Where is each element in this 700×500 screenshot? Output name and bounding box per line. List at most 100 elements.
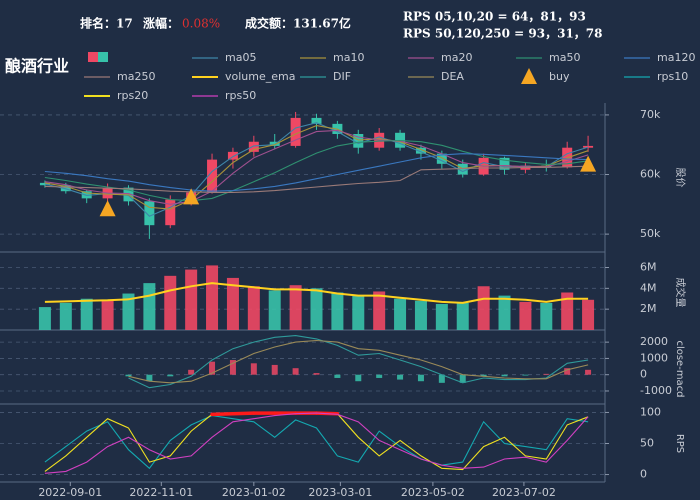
candle-body: [583, 145, 594, 148]
volume-bar: [143, 283, 156, 330]
macd-bar: [585, 369, 592, 375]
candle-body: [165, 199, 176, 226]
y-tick-label: -1000: [640, 384, 672, 397]
series-line: [44, 282, 589, 304]
series-line: [44, 412, 589, 474]
turnover: 成交额：131.67亿: [245, 16, 351, 31]
candle-body: [290, 117, 301, 146]
y-tick-label: 100: [640, 405, 661, 418]
volume-bar: [164, 275, 177, 330]
macd-bar: [417, 374, 424, 382]
y-tick-label: 2000: [640, 335, 668, 348]
x-tick-label: 2023-07-02: [492, 486, 556, 499]
legend-label: ma50: [549, 51, 580, 64]
buy-marker: [99, 200, 116, 217]
legend-marker: [521, 68, 537, 84]
series-line: [44, 129, 589, 205]
rps-short: RPS 05,10,20 = 64，81，93: [403, 10, 586, 24]
macd-bar: [167, 374, 174, 377]
series-line: [44, 153, 589, 192]
volume-bar: [185, 269, 198, 330]
legend-candle-up: [88, 52, 98, 62]
legend-label: DEA: [441, 70, 464, 83]
volume-bar: [373, 291, 386, 330]
volume-bar: [394, 298, 407, 330]
volume-bar: [519, 301, 532, 330]
legend-label: ma05: [225, 51, 256, 64]
legend-label: ma20: [441, 51, 472, 64]
y-tick-label: 0: [640, 468, 647, 481]
y-tick-label: 60k: [640, 168, 661, 181]
volume-bar: [498, 295, 511, 330]
candle-body: [207, 159, 218, 193]
legend-label: ma120: [657, 51, 695, 64]
series-line: [44, 165, 589, 193]
macd-bar: [188, 369, 195, 375]
macd-bar: [459, 374, 466, 383]
volume-bar: [582, 299, 595, 330]
x-tick-label: 2022-09-01: [38, 486, 102, 499]
legend-label: rps20: [117, 89, 148, 102]
macd-bar: [438, 374, 445, 383]
x-tick-label: 2023-05-02: [401, 486, 465, 499]
candle-body: [269, 141, 280, 146]
x-tick-label: 2022-11-01: [129, 486, 193, 499]
y-tick-label: 2M: [640, 302, 657, 315]
volume-bar: [247, 286, 260, 330]
volume-bar: [59, 302, 72, 330]
macd-bar: [209, 361, 216, 375]
y-tick-label: 6M: [640, 261, 657, 274]
y-axis-label: RPS: [674, 434, 685, 453]
y-tick-label: 4M: [640, 281, 657, 294]
volume-bar: [80, 298, 93, 330]
macd-bar: [501, 374, 508, 377]
volume-bar: [310, 288, 323, 330]
macd-bar: [271, 364, 278, 375]
series-line: [44, 415, 589, 470]
x-tick-label: 2023-03-01: [308, 486, 372, 499]
buy-marker: [183, 188, 200, 205]
volume-bar: [414, 300, 427, 330]
candle-body: [457, 163, 468, 175]
legend-label: volume_ema: [225, 70, 295, 83]
chart-title: 酿酒行业: [5, 57, 69, 76]
candle-body: [311, 117, 322, 124]
y-tick-label: 0: [640, 368, 647, 381]
series-line: [44, 139, 589, 202]
legend-label: DIF: [333, 70, 351, 83]
volume-bar: [101, 300, 114, 330]
series-line: [128, 335, 589, 389]
legend-label: ma10: [333, 51, 364, 64]
macd-bar: [125, 374, 132, 377]
candle-body: [81, 191, 92, 199]
macd-bar: [522, 374, 529, 376]
macd-bar: [543, 373, 550, 375]
macd-bar: [292, 368, 299, 375]
series-line: [128, 339, 589, 384]
macd-bar: [334, 374, 341, 378]
volume-bar: [268, 290, 281, 330]
legend-label: buy: [549, 70, 570, 83]
y-tick-label: 70k: [640, 108, 661, 121]
volume-bar: [561, 292, 574, 330]
highlight-segment: [210, 411, 235, 417]
macd-bar: [376, 374, 383, 378]
highlight-segment: [231, 411, 256, 416]
macd-bar: [480, 374, 487, 377]
y-tick-label: 1000: [640, 351, 668, 364]
legend-label: rps10: [657, 70, 688, 83]
volume-bar: [206, 265, 219, 330]
buy-marker: [580, 155, 597, 172]
rps-long: RPS 50,120,250 = 93，31，78: [403, 27, 603, 41]
volume-bar: [122, 293, 135, 330]
volume-bar: [38, 307, 51, 330]
volume-bar: [435, 303, 448, 330]
volume-bar: [477, 286, 490, 330]
macd-bar: [397, 374, 404, 380]
volume-bar: [226, 277, 239, 330]
volume-bar: [456, 302, 469, 330]
candle-body: [227, 151, 238, 160]
candle-body: [60, 185, 71, 192]
candle-body: [415, 147, 426, 154]
candle-body: [248, 141, 259, 152]
